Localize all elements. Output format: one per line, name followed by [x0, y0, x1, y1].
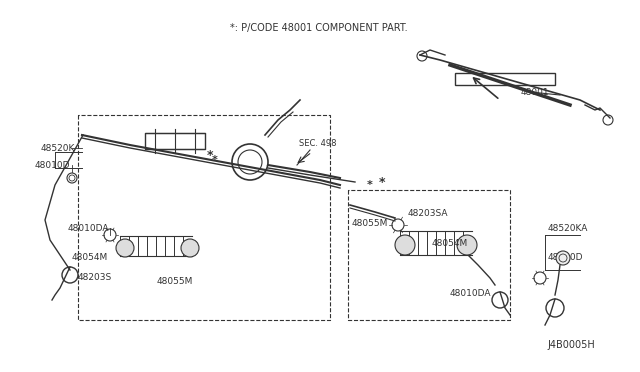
- Text: *: *: [212, 155, 218, 165]
- Text: *: P/CODE 48001 COMPONENT PART.: *: P/CODE 48001 COMPONENT PART.: [230, 23, 408, 33]
- Text: *: *: [367, 180, 373, 190]
- Text: 48010D: 48010D: [35, 160, 70, 170]
- Text: 48203SA: 48203SA: [408, 208, 448, 218]
- Text: 48010DA: 48010DA: [67, 224, 109, 232]
- Circle shape: [395, 235, 415, 255]
- Text: 48520KA: 48520KA: [548, 224, 588, 232]
- Text: 48010D: 48010D: [547, 253, 583, 263]
- Text: 48055M: 48055M: [157, 278, 193, 286]
- Circle shape: [457, 235, 477, 255]
- Circle shape: [181, 239, 199, 257]
- Text: 48520K: 48520K: [41, 144, 75, 153]
- Text: 48010DA: 48010DA: [449, 289, 491, 298]
- Text: 48001: 48001: [521, 87, 549, 96]
- Bar: [455, 73, 555, 85]
- Text: 48203S: 48203S: [78, 273, 112, 282]
- Text: *: *: [379, 176, 385, 189]
- Text: SEC. 498: SEC. 498: [300, 138, 337, 148]
- Text: 48054M: 48054M: [432, 238, 468, 247]
- Text: J4B0005H: J4B0005H: [547, 340, 595, 350]
- Text: 48055M: 48055M: [352, 218, 388, 228]
- Circle shape: [116, 239, 134, 257]
- Bar: [145, 133, 205, 149]
- Circle shape: [556, 251, 570, 265]
- Text: 48054M: 48054M: [72, 253, 108, 263]
- Text: *: *: [207, 148, 213, 161]
